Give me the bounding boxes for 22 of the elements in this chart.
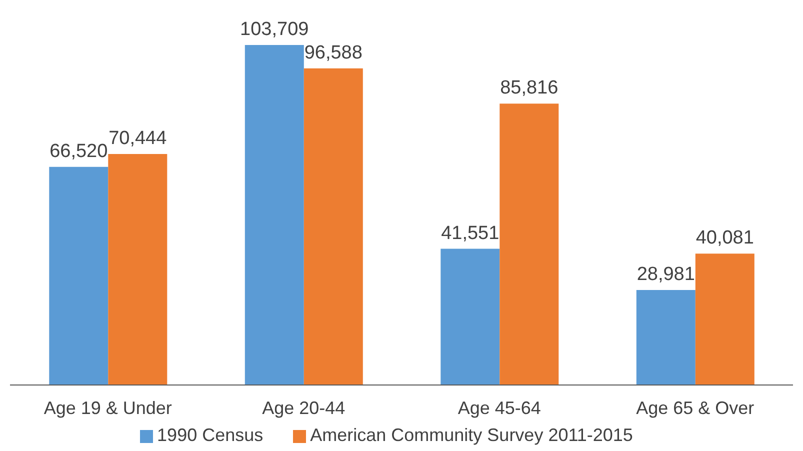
x-tick-label: Age 65 & Over <box>636 398 754 418</box>
bar <box>108 154 168 385</box>
bar <box>244 45 304 385</box>
bar <box>304 68 363 385</box>
data-label: 103,709 <box>240 19 309 40</box>
data-label: 40,081 <box>696 228 754 249</box>
data-label: 41,551 <box>441 222 500 244</box>
bar <box>500 104 559 385</box>
bar <box>636 290 696 385</box>
bar <box>695 254 754 385</box>
bar <box>440 248 500 385</box>
data-label: 28,981 <box>636 264 695 285</box>
x-tick-label: Age 20-44 <box>262 398 346 418</box>
x-tick-label: Age 45-64 <box>458 398 541 418</box>
legend-label: American Community Survey 2011-2015 <box>310 425 633 445</box>
legend-label: 1990 Census <box>157 425 264 445</box>
data-label: 70,444 <box>108 128 168 150</box>
data-label: 96,588 <box>304 42 362 64</box>
bar <box>49 166 108 385</box>
data-label: 85,816 <box>500 78 558 99</box>
x-tick-label: Age 19 & Under <box>44 398 172 418</box>
data-label: 66,520 <box>50 140 108 162</box>
